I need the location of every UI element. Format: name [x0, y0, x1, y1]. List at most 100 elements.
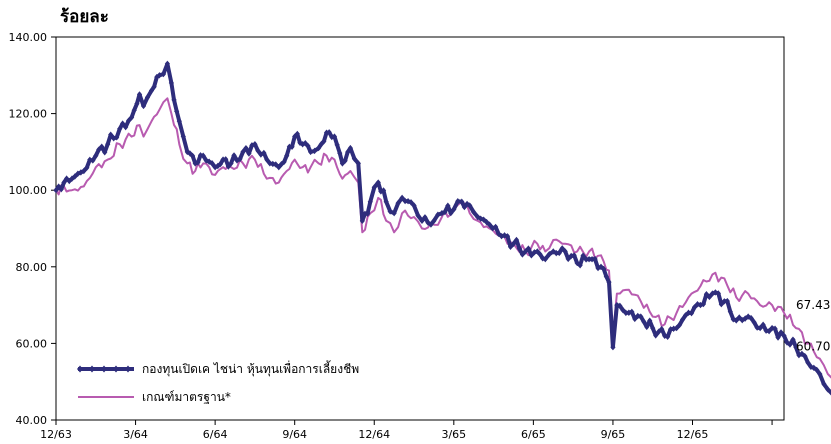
fund-point [294, 130, 300, 138]
fund-point [778, 329, 784, 336]
fund-point [264, 156, 270, 163]
legend-marker [89, 365, 95, 373]
end-label-benchmark: 67.43 [796, 298, 830, 312]
legend: กองทุนเปิดเค ไชน่า หุ้นทุนเพื่อการเลี้ยง… [77, 360, 359, 404]
fund-point [305, 142, 311, 150]
fund-point [273, 161, 279, 168]
fund-point [445, 202, 451, 209]
fund-point [478, 215, 484, 222]
fund-point [688, 309, 695, 317]
fund-point [405, 197, 411, 205]
fund-point [270, 160, 276, 168]
fund-point [223, 156, 229, 163]
fund-point [276, 164, 282, 171]
fund-point [422, 214, 428, 221]
fund-point [589, 256, 595, 263]
fund-point [580, 252, 586, 259]
fund-point [90, 157, 96, 164]
fund-point [321, 138, 327, 145]
fund-point [334, 141, 340, 149]
fund-point [431, 217, 437, 225]
fund-point [131, 107, 137, 114]
fund-point [522, 248, 529, 255]
fund-point [484, 218, 490, 226]
plot-frame [55, 36, 785, 421]
axes: 40.00 60.00 80.00 100.00 120.00 140.00 12/63 3/… [9, 31, 785, 441]
fund-point [673, 324, 680, 332]
fund-point [513, 236, 520, 244]
fund-point [261, 149, 267, 157]
fund-point [102, 149, 108, 156]
fund-point [706, 293, 713, 301]
y-tick-label: 60.00 [16, 337, 48, 350]
fund-point [542, 255, 548, 263]
fund-point [176, 118, 182, 125]
fund-point [641, 318, 647, 325]
fund-point [583, 256, 589, 263]
fund-point [411, 202, 417, 209]
x-tick-label: 3/64 [123, 428, 148, 441]
fund-point [805, 359, 811, 366]
y-axis-label: ร้อยละ [60, 7, 109, 27]
legend-marker [113, 365, 119, 373]
fund-point [351, 155, 357, 162]
legend-marker [101, 365, 107, 373]
fund-point [528, 252, 534, 259]
legend-label-benchmark: เกณฑ์มาตรฐาน* [142, 390, 231, 404]
fund-point [300, 141, 306, 148]
fund-point [620, 306, 626, 314]
fund-point [679, 316, 686, 323]
fund-point [772, 325, 778, 332]
fund-point [694, 301, 701, 308]
fund-point [519, 251, 526, 258]
fund-point [781, 332, 787, 339]
fund-point [134, 100, 140, 107]
fund-point [471, 208, 477, 216]
fund-point [510, 240, 517, 248]
fund-point [375, 179, 381, 186]
fund-point [571, 252, 577, 259]
fund-point [559, 245, 565, 252]
fund-point [136, 91, 143, 98]
fund-point [606, 278, 612, 286]
fund-point [289, 143, 295, 151]
fund-point [595, 264, 601, 272]
fund-point [174, 108, 180, 115]
fund-point [727, 308, 733, 315]
fund-point [799, 350, 805, 358]
fund-point [766, 327, 772, 335]
legend-marker [77, 365, 83, 373]
fund-point [148, 87, 155, 94]
fund-point [715, 290, 721, 297]
x-tick-label: 12/64 [358, 428, 390, 441]
fund-point [507, 243, 514, 250]
fund-point [586, 255, 592, 263]
series-line-benchmark [55, 97, 831, 379]
fund-markers [53, 60, 831, 396]
fund-point [114, 134, 120, 141]
fund-point [629, 308, 635, 316]
fund-point [195, 159, 201, 166]
fund-point [817, 370, 823, 378]
fund-point [408, 199, 414, 206]
fund-point [492, 223, 499, 231]
fund-point [64, 175, 70, 182]
fund-point [345, 148, 351, 156]
fund-point [467, 202, 473, 209]
x-tick-label: 6/65 [521, 428, 546, 441]
y-tick-label: 40.00 [16, 414, 48, 427]
fund-point [724, 297, 730, 305]
legend-marker [125, 365, 131, 373]
fund-point [814, 366, 820, 374]
fund-point [650, 324, 656, 332]
fund-point [365, 210, 371, 217]
fund-point [281, 158, 287, 166]
fund-point [200, 152, 206, 159]
x-tick-label: 9/64 [282, 428, 307, 441]
fund-point [537, 251, 543, 258]
fund-point [315, 144, 322, 152]
x-tick-label: 3/65 [441, 428, 466, 441]
fund-point [246, 150, 252, 157]
fund-point [784, 339, 790, 346]
